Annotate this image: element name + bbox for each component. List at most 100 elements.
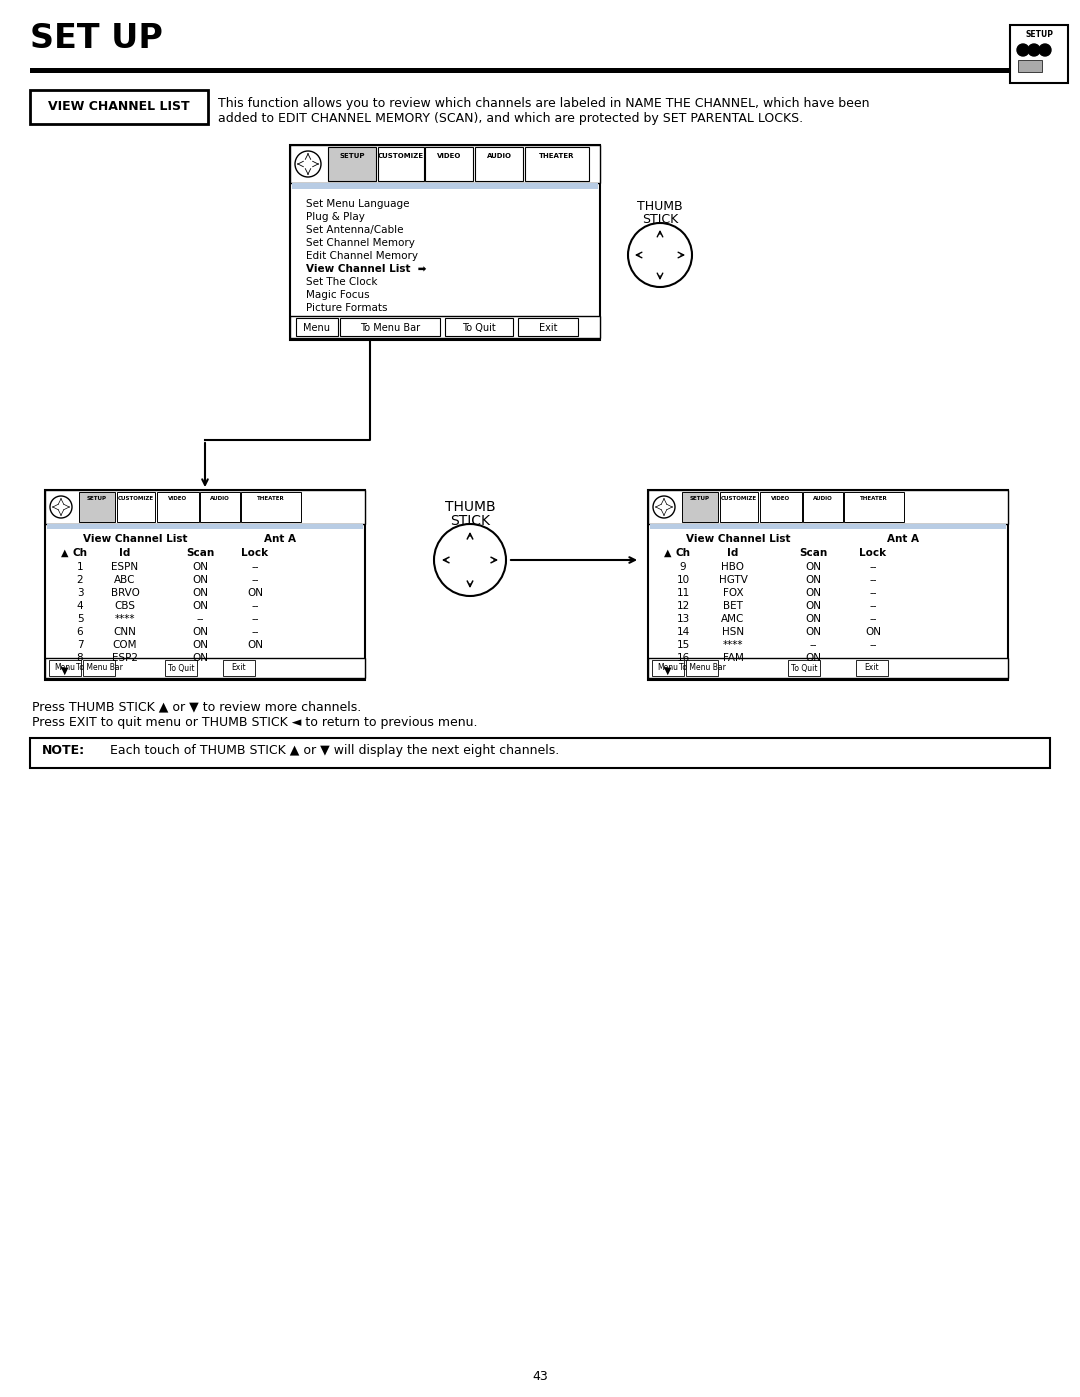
Text: CNN: CNN [113,627,136,637]
Text: AUDIO: AUDIO [813,496,833,502]
Text: 3: 3 [77,588,83,598]
Text: ON: ON [805,627,821,637]
Text: STICK: STICK [450,514,490,528]
Bar [518,319,578,337]
Circle shape [1039,43,1051,56]
Circle shape [1017,43,1029,56]
Text: --: -- [869,576,877,585]
Text: Id: Id [727,548,739,557]
Bar [30,89,208,124]
Text: ON: ON [805,615,821,624]
Text: SETUP: SETUP [1025,29,1053,39]
Bar [650,524,1005,529]
Text: STICK: STICK [642,212,678,226]
Text: Ch: Ch [72,548,87,557]
Text: ON: ON [192,601,208,610]
Text: AUDIO: AUDIO [211,496,230,502]
Bar [856,659,888,676]
Text: VIDEO: VIDEO [168,496,188,502]
Bar [117,492,156,522]
Text: NOTE:: NOTE: [42,745,85,757]
Bar [426,147,473,182]
Bar [686,659,718,676]
Text: 7: 7 [77,640,83,650]
Text: VIEW CHANNEL LIST: VIEW CHANNEL LIST [49,101,190,113]
Text: --: -- [252,601,259,610]
Text: 9: 9 [679,562,686,571]
Text: 8: 8 [77,652,83,664]
Text: SETUP: SETUP [339,154,365,159]
Text: 14: 14 [676,627,690,637]
Text: Exit: Exit [232,664,246,672]
Bar [1018,60,1042,73]
Circle shape [434,524,507,597]
Text: FOX: FOX [723,588,743,598]
Text: To Quit: To Quit [462,323,496,332]
Bar [681,492,718,522]
Text: --: -- [252,562,259,571]
Text: ON: ON [192,576,208,585]
Text: --: -- [869,588,877,598]
Text: View Channel List: View Channel List [83,534,187,543]
Text: Set Antenna/Cable: Set Antenna/Cable [306,225,404,235]
Bar [30,68,1050,73]
Text: SETUP: SETUP [87,496,107,502]
Text: THEATER: THEATER [539,154,575,159]
Text: 11: 11 [676,588,690,598]
Text: To Menu Bar: To Menu Bar [76,664,122,672]
Bar [45,490,365,524]
Circle shape [1028,43,1040,56]
Text: ON: ON [805,601,821,610]
Text: COM: COM [112,640,137,650]
Text: CUSTOMIZE: CUSTOMIZE [721,496,757,502]
Text: Press THUMB STICK ▲ or ▼ to review more channels.: Press THUMB STICK ▲ or ▼ to review more … [32,700,361,712]
Text: ON: ON [805,588,821,598]
Text: VIDEO: VIDEO [771,496,791,502]
Text: ▼: ▼ [60,666,68,676]
Text: THUMB: THUMB [445,500,496,514]
Text: ON: ON [805,562,821,571]
Bar [804,492,843,522]
Text: --: -- [869,640,877,650]
Bar [525,147,589,182]
Text: HSN: HSN [721,627,744,637]
Text: --: -- [809,640,816,650]
Text: Each touch of THUMB STICK ▲ or ▼ will display the next eight channels.: Each touch of THUMB STICK ▲ or ▼ will di… [110,745,559,757]
Circle shape [50,496,72,518]
Text: SET UP: SET UP [30,22,163,54]
Text: ▼: ▼ [664,666,672,676]
Text: To Menu Bar: To Menu Bar [678,664,726,672]
Bar [157,492,199,522]
Bar [328,147,376,182]
Bar [222,659,255,676]
Text: CUSTOMIZE: CUSTOMIZE [118,496,154,502]
Bar [445,319,513,337]
Text: --: -- [869,601,877,610]
Circle shape [653,496,675,518]
Text: ****: **** [114,615,135,624]
Text: To Quit: To Quit [167,664,194,672]
Bar [788,659,820,676]
Text: THEATER: THEATER [860,496,888,502]
Text: --: -- [252,615,259,624]
Text: To Quit: To Quit [791,664,818,672]
Text: --: -- [197,615,204,624]
Text: 2: 2 [77,576,83,585]
Text: Scan: Scan [186,548,214,557]
Circle shape [627,224,692,286]
Text: 4: 4 [77,601,83,610]
Text: BET: BET [724,601,743,610]
Text: ON: ON [247,640,264,650]
Bar [378,147,424,182]
Text: 16: 16 [676,652,690,664]
Text: Lock: Lock [242,548,269,557]
Bar [475,147,523,182]
Text: 10: 10 [676,576,689,585]
Text: Exit: Exit [539,323,557,332]
Text: --: -- [252,652,259,664]
Text: --: -- [869,615,877,624]
Bar [79,492,114,522]
Text: ESPN: ESPN [111,562,138,571]
Bar [760,492,802,522]
Text: ESP2: ESP2 [112,652,138,664]
